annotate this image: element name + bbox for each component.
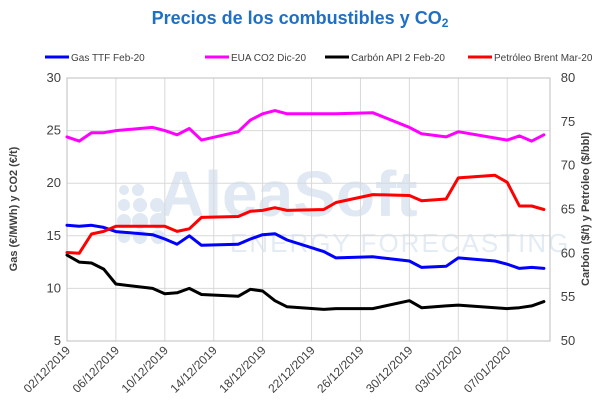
right-tick-label: 75 <box>561 114 575 129</box>
series-line-carb-n-api-2-feb-20 <box>65 253 546 311</box>
left-tick-label: 30 <box>47 70 61 85</box>
left-tick-label: 20 <box>47 175 61 190</box>
chart-title-text: Precios de los combustibles y CO <box>151 8 442 28</box>
x-tick-label: 30/12/2019 <box>363 343 416 396</box>
plot-frame <box>66 77 551 342</box>
right-tick-label: 50 <box>561 333 575 348</box>
chart-title: Precios de los combustibles y CO2 <box>0 8 600 30</box>
watermark-dot <box>150 198 164 212</box>
legend-label: Gas TTF Feb-20 <box>71 53 145 64</box>
series-line-gas-ttf-feb-20 <box>65 223 546 270</box>
series-line-eua-co2-dic-20 <box>65 109 546 143</box>
x-tick-label: 03/01/2020 <box>412 343 465 396</box>
watermark-dot <box>133 198 147 212</box>
legend-label: EUA CO2 Dic-20 <box>231 53 306 64</box>
chart-title-subscript: 2 <box>441 16 449 30</box>
x-tick-label: 02/12/2019 <box>21 343 74 396</box>
left-tick-label: 15 <box>47 228 61 243</box>
x-tick-label: 18/12/2019 <box>216 343 269 396</box>
x-tick-label: 22/12/2019 <box>265 343 318 396</box>
x-axis-ticks: 02/12/201906/12/201910/12/201914/12/2019… <box>21 343 514 396</box>
legend-label: Carbón API 2 Feb-20 <box>351 53 445 64</box>
x-tick-label: 14/12/2019 <box>167 343 220 396</box>
left-axis-title: Gas (€/MWh) y CO2 (€/t) <box>8 146 20 271</box>
right-tick-label: 70 <box>561 158 575 173</box>
left-tick-label: 25 <box>47 123 61 138</box>
legend-item: Gas TTF Feb-20 <box>45 53 145 64</box>
legend: Gas TTF Feb-20 EUA CO2 Dic-20 Carbón API 2… <box>45 53 593 64</box>
legend-item: Petróleo Brent Mar-20 <box>468 53 593 64</box>
watermark: AleaSoft ENERGY FORECASTING <box>117 158 570 258</box>
right-tick-label: 55 <box>561 289 575 304</box>
left-axis-ticks: 5 10 15 20 25 30 <box>47 70 61 348</box>
x-tick-label: 06/12/2019 <box>70 343 123 396</box>
right-axis-ticks: 50 55 60 65 70 75 80 <box>561 70 575 348</box>
right-tick-label: 80 <box>561 70 575 85</box>
watermark-dot <box>117 214 131 228</box>
legend-item: Carbón API 2 Feb-20 <box>325 53 445 64</box>
watermark-dot <box>118 199 130 211</box>
right-axis-title: Carbón ($/t) y Petróleo ($/bbl) <box>580 132 592 286</box>
right-tick-label: 65 <box>561 202 575 217</box>
series-line-petr-leo-brent-mar-20 <box>65 173 546 255</box>
left-tick-label: 5 <box>54 333 61 348</box>
legend-label: Petróleo Brent Mar-20 <box>494 53 593 64</box>
watermark-dot <box>132 184 144 196</box>
x-tick-label: 26/12/2019 <box>314 343 367 396</box>
plot-border <box>66 77 551 342</box>
series-layer <box>65 109 546 311</box>
x-tick-label: 07/01/2020 <box>461 343 514 396</box>
right-tick-label: 60 <box>561 245 575 260</box>
legend-item: EUA CO2 Dic-20 <box>205 53 306 64</box>
left-tick-label: 10 <box>47 280 61 295</box>
watermark-dot <box>119 185 129 195</box>
watermark-tagline: ENERGY FORECASTING <box>230 228 570 258</box>
x-tick-label: 10/12/2019 <box>119 343 172 396</box>
